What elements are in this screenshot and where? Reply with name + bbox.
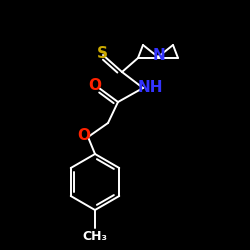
Text: NH: NH [137,80,163,94]
Text: S: S [96,46,108,60]
Text: CH₃: CH₃ [82,230,108,242]
Text: O: O [78,128,90,144]
Text: O: O [88,78,102,94]
Text: N: N [152,48,166,64]
